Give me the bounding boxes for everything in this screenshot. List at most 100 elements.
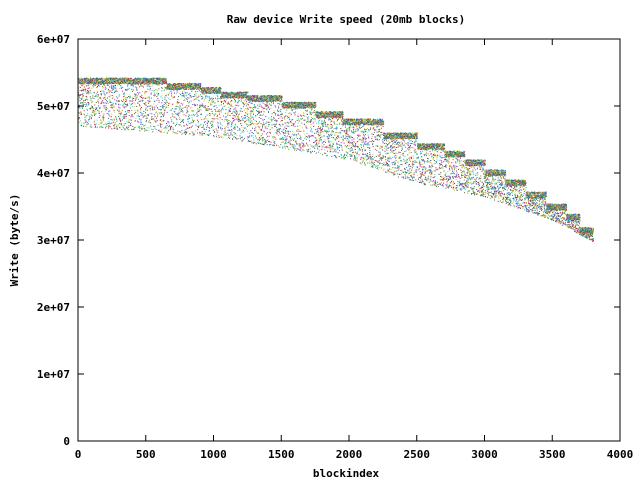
data-point xyxy=(262,140,263,142)
data-point xyxy=(249,99,251,100)
data-point xyxy=(165,106,167,108)
data-point xyxy=(92,86,94,88)
data-point xyxy=(187,111,189,113)
data-point xyxy=(141,78,143,80)
data-point xyxy=(175,92,177,94)
data-point xyxy=(213,131,215,132)
data-point xyxy=(189,123,191,125)
data-point xyxy=(153,94,155,96)
data-point xyxy=(161,78,163,80)
data-point xyxy=(151,113,153,115)
data-point xyxy=(156,96,158,97)
data-point xyxy=(159,123,161,125)
data-point xyxy=(142,80,144,82)
data-point xyxy=(194,82,196,84)
data-point xyxy=(211,123,213,125)
data-point xyxy=(259,96,261,98)
data-point xyxy=(138,125,140,127)
data-point xyxy=(98,110,100,112)
data-point xyxy=(264,96,265,98)
data-point xyxy=(157,115,159,117)
data-point xyxy=(81,82,83,84)
data-point xyxy=(181,110,183,112)
data-point xyxy=(274,97,276,99)
data-point xyxy=(121,116,123,118)
data-point xyxy=(249,106,251,108)
data-point xyxy=(172,88,174,90)
data-point xyxy=(191,114,193,116)
data-point xyxy=(173,90,175,92)
data-point xyxy=(104,97,106,99)
data-point xyxy=(110,82,112,84)
data-point xyxy=(156,112,158,114)
data-point xyxy=(155,120,157,121)
data-point xyxy=(111,92,113,93)
data-point xyxy=(223,96,224,98)
data-point xyxy=(171,119,173,121)
data-point xyxy=(252,127,253,129)
data-point xyxy=(117,80,119,82)
data-point xyxy=(228,93,230,95)
data-point xyxy=(233,96,234,98)
data-point xyxy=(216,110,218,112)
data-point xyxy=(138,94,140,96)
data-point xyxy=(193,86,195,88)
data-point xyxy=(210,122,212,124)
data-point xyxy=(105,107,107,109)
data-point xyxy=(91,81,93,83)
data-point xyxy=(82,102,84,104)
data-point xyxy=(106,79,108,80)
data-point xyxy=(186,112,188,114)
data-point xyxy=(180,107,182,109)
data-point xyxy=(127,82,129,83)
data-point xyxy=(280,109,282,110)
data-point xyxy=(199,86,201,88)
data-point xyxy=(160,77,162,79)
data-point xyxy=(116,79,118,81)
data-point xyxy=(256,110,258,111)
data-point xyxy=(196,115,198,117)
data-point xyxy=(259,121,261,123)
data-point xyxy=(103,117,104,119)
data-point xyxy=(114,86,116,88)
data-point xyxy=(259,136,261,138)
data-point xyxy=(145,117,147,119)
data-point xyxy=(79,107,81,109)
data-point xyxy=(87,104,89,106)
data-point xyxy=(190,107,192,109)
data-point xyxy=(211,90,213,92)
data-point xyxy=(109,115,111,117)
data-point xyxy=(270,97,272,99)
data-point xyxy=(253,100,255,102)
data-point xyxy=(155,81,157,82)
data-point xyxy=(117,83,119,85)
data-point xyxy=(171,121,173,122)
data-point xyxy=(108,102,109,104)
data-point xyxy=(210,102,212,104)
data-point xyxy=(271,98,273,100)
data-point xyxy=(80,111,82,113)
data-point xyxy=(91,87,93,89)
data-point xyxy=(196,90,198,92)
data-point xyxy=(102,127,104,129)
data-point xyxy=(207,90,208,92)
data-point xyxy=(152,81,154,83)
data-point xyxy=(147,82,149,84)
data-point xyxy=(148,96,150,98)
data-point xyxy=(167,86,169,88)
data-point xyxy=(170,90,172,92)
data-point xyxy=(105,126,107,128)
data-point xyxy=(267,104,269,106)
data-point xyxy=(87,99,89,101)
data-point xyxy=(191,88,193,90)
data-point xyxy=(110,104,112,106)
data-point xyxy=(276,132,278,134)
data-point xyxy=(96,80,98,82)
data-point xyxy=(226,120,228,121)
data-point xyxy=(141,112,143,114)
data-point xyxy=(162,100,164,102)
data-point xyxy=(90,114,92,115)
data-point xyxy=(153,119,155,121)
data-point xyxy=(252,116,254,118)
data-point xyxy=(236,95,238,97)
